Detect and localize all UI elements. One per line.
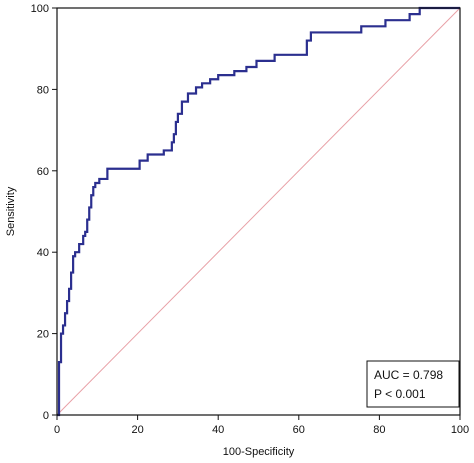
auc-value-text: AUC = 0.798 <box>374 368 443 382</box>
plot-area-frame <box>56 7 461 416</box>
x-tick-label: 100 <box>451 424 469 436</box>
x-tick-label: 40 <box>212 424 224 436</box>
p-value-text: P < 0.001 <box>374 387 426 401</box>
reference-diagonal-line <box>56 7 461 416</box>
roc-curve-line <box>57 6 460 417</box>
roc-curve-layer <box>57 6 460 417</box>
auc-annotation-box: AUC = 0.798 P < 0.001 <box>366 360 460 408</box>
reference-line-layer <box>56 7 461 416</box>
x-tick-label: 20 <box>131 424 143 436</box>
y-tick-label: 100 <box>31 3 49 15</box>
x-tick-label: 60 <box>293 424 305 436</box>
x-axis-title: 100-Specificity <box>223 446 295 458</box>
y-axis-title: Sensitivity <box>5 186 17 236</box>
y-tick-label: 60 <box>37 166 49 178</box>
x-tick-label: 0 <box>54 424 60 436</box>
annotation-frame <box>366 360 460 408</box>
y-tick-label: 80 <box>37 84 49 96</box>
y-tick-label: 20 <box>37 329 49 341</box>
x-axis: 0 20 40 60 80 100 <box>54 415 469 436</box>
y-tick-label: 0 <box>43 410 49 422</box>
x-tick-label: 80 <box>373 424 385 436</box>
y-axis: 0 20 40 60 80 100 <box>31 3 57 422</box>
y-tick-label: 40 <box>37 247 49 259</box>
